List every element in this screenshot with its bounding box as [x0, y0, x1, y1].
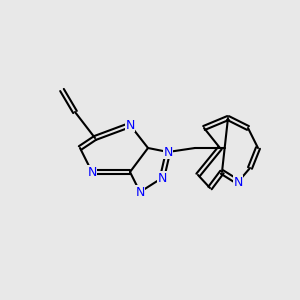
Text: N: N: [87, 166, 97, 178]
Text: N: N: [157, 172, 167, 184]
Text: N: N: [125, 118, 135, 131]
Text: N: N: [163, 146, 173, 158]
Text: N: N: [135, 185, 145, 199]
Text: N: N: [233, 176, 243, 188]
